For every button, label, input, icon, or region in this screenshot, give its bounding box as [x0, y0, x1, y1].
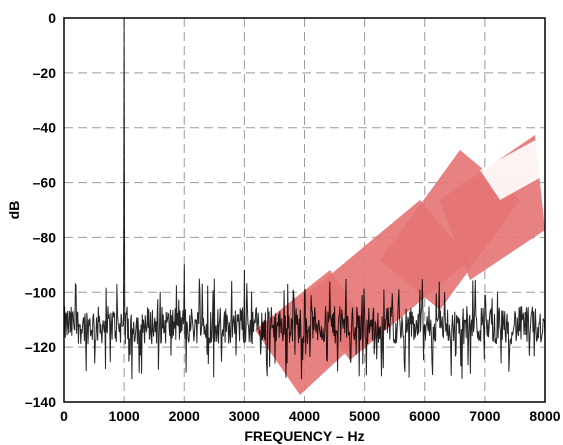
y-tick-label: –60 — [33, 175, 57, 191]
series-line — [63, 17, 546, 380]
peak-point — [183, 264, 185, 266]
y-tick-label: –80 — [33, 229, 57, 245]
y-axis-title: dB — [6, 201, 22, 220]
x-tick-label: 3000 — [229, 408, 260, 424]
y-tick-label: –20 — [33, 65, 57, 81]
x-tick-label: 5000 — [349, 408, 380, 424]
x-tick-label: 7000 — [469, 408, 500, 424]
y-tick-label: –40 — [33, 120, 57, 136]
x-axis-ticks: 0 1000 2000 3000 4000 5000 6000 7000 8000 — [60, 408, 561, 424]
y-axis-ticks: 0 –20 –40 –60 –80 –100 –120 –140 — [25, 10, 56, 410]
watermark-shape — [480, 135, 545, 200]
x-tick-label: 4000 — [289, 408, 320, 424]
x-tick-label: 0 — [60, 408, 68, 424]
y-tick-label: –100 — [25, 284, 56, 300]
y-tick-label: 0 — [48, 10, 56, 26]
plot-frame — [63, 17, 546, 403]
x-tick-label: 1000 — [109, 408, 140, 424]
y-tick-label: –120 — [25, 339, 56, 355]
x-tick-label: 8000 — [529, 408, 560, 424]
x-axis-title: FREQUENCY – Hz — [244, 428, 364, 444]
x-tick-label: 2000 — [169, 408, 200, 424]
y-tick-label: –140 — [25, 394, 56, 410]
peak-point — [243, 269, 245, 271]
x-tick-label: 6000 — [409, 408, 440, 424]
